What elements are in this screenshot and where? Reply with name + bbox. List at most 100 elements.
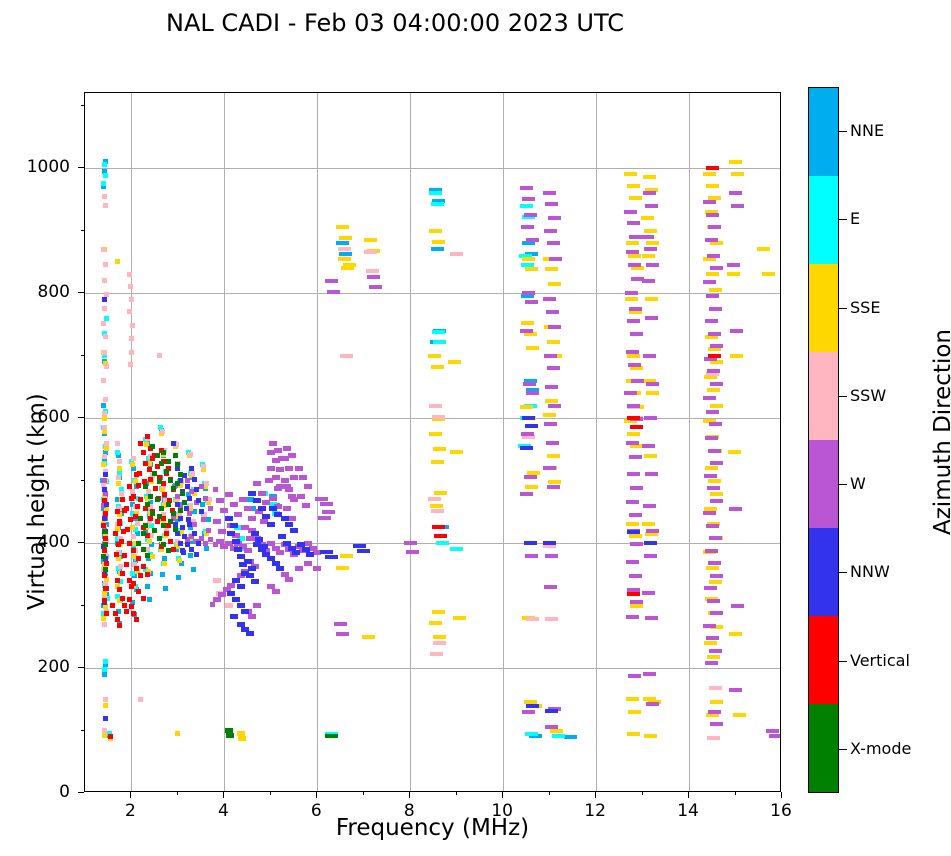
data-point <box>145 546 151 552</box>
x-tick-minor <box>641 792 643 795</box>
data-point <box>101 246 107 252</box>
x-tick-label: 10 <box>491 801 513 821</box>
data-point <box>522 291 536 295</box>
data-point <box>166 523 172 528</box>
data-point <box>102 666 108 672</box>
data-point <box>703 279 716 284</box>
data-point <box>430 202 444 207</box>
data-point <box>285 465 294 471</box>
data-point <box>241 626 250 632</box>
data-point <box>297 541 306 547</box>
data-point <box>273 504 282 510</box>
data-point <box>643 672 657 677</box>
x-tick-minor <box>362 792 364 795</box>
data-point <box>117 465 123 471</box>
data-point <box>194 487 200 493</box>
data-point <box>222 587 231 593</box>
data-point <box>550 728 564 733</box>
data-point <box>276 565 285 571</box>
colorbar-band-e[interactable] <box>809 176 838 264</box>
x-tick-label: 4 <box>217 801 229 821</box>
data-point <box>145 501 151 507</box>
data-point <box>138 496 144 502</box>
data-point <box>450 252 464 257</box>
data-point <box>626 731 640 736</box>
data-point <box>283 540 292 546</box>
data-point <box>161 541 167 547</box>
data-point <box>116 512 122 518</box>
y-tick-label: 1000 <box>26 157 70 177</box>
data-point <box>703 419 716 424</box>
colorbar-tick <box>839 395 847 397</box>
data-point <box>200 516 206 522</box>
data-point <box>104 364 110 370</box>
colorbar[interactable] <box>808 87 839 793</box>
colorbar-tick <box>839 307 847 309</box>
data-point <box>248 614 257 620</box>
data-point <box>126 484 132 490</box>
data-point <box>262 551 271 557</box>
data-point <box>708 579 722 584</box>
colorbar-band-ssw[interactable] <box>809 352 838 440</box>
data-point <box>101 728 107 733</box>
data-point <box>102 454 108 460</box>
data-point <box>710 722 724 727</box>
data-point <box>118 539 124 545</box>
data-point <box>545 553 559 558</box>
data-point <box>629 234 643 239</box>
data-point <box>103 521 109 527</box>
data-point <box>709 241 723 245</box>
data-point <box>324 554 338 559</box>
data-point <box>159 460 165 466</box>
data-point <box>178 483 184 488</box>
data-point <box>148 499 154 505</box>
colorbar-band-nnw[interactable] <box>809 528 838 616</box>
gridline-vertical <box>689 93 691 791</box>
data-point <box>117 459 123 465</box>
colorbar-band-x-mode[interactable] <box>809 704 838 792</box>
data-point <box>266 540 275 546</box>
data-point <box>625 350 639 355</box>
data-point <box>525 237 539 242</box>
data-point <box>100 462 106 468</box>
data-point <box>166 465 172 471</box>
data-point <box>644 228 658 233</box>
data-point <box>190 470 196 476</box>
data-point <box>703 396 716 400</box>
data-point <box>101 403 107 408</box>
data-point <box>130 534 136 540</box>
data-point <box>161 556 167 562</box>
data-point <box>519 186 533 190</box>
plot-area[interactable] <box>84 92 781 792</box>
data-point <box>546 339 560 344</box>
gridline-vertical <box>503 93 505 791</box>
colorbar-band-sse[interactable] <box>809 264 838 352</box>
data-point <box>116 598 122 603</box>
data-point <box>709 266 723 270</box>
colorbar-band-nne[interactable] <box>809 88 838 176</box>
colorbar-band-w[interactable] <box>809 440 838 528</box>
data-point <box>102 349 108 355</box>
data-point <box>194 551 200 557</box>
data-point <box>731 172 745 177</box>
gridline-horizontal <box>85 543 780 544</box>
x-tick <box>316 792 318 798</box>
data-point <box>175 574 181 580</box>
colorbar-band-vertical[interactable] <box>809 616 838 704</box>
data-point <box>177 508 183 513</box>
data-point <box>543 412 557 417</box>
data-point <box>135 483 141 488</box>
data-point <box>179 560 185 566</box>
data-point <box>269 501 278 507</box>
data-point <box>626 529 640 534</box>
data-point <box>102 193 108 199</box>
data-point <box>644 247 658 252</box>
data-point <box>547 216 561 220</box>
data-point <box>149 510 155 516</box>
data-point <box>175 493 181 499</box>
data-point <box>191 521 197 527</box>
data-point <box>519 203 533 208</box>
data-point <box>103 471 109 477</box>
data-point <box>140 531 146 537</box>
data-point <box>525 387 539 392</box>
